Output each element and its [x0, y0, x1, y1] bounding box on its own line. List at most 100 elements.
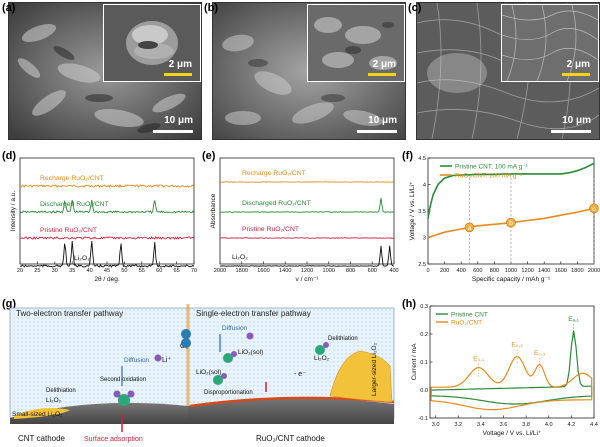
left-pathway-title: Two-electron transfer pathway — [16, 309, 123, 318]
marker-circle — [506, 217, 516, 228]
y-tick-label: 0.3 — [420, 304, 428, 310]
ftir-series-line — [219, 197, 394, 213]
x-axis-label: 2θ / deg. — [94, 276, 119, 283]
x-tick-label: 35 — [69, 268, 75, 274]
inset-scale-label-a: 2 μm — [168, 59, 192, 70]
xrd-series-line — [19, 240, 195, 268]
series-label: Discharged RuO₂/CNT — [242, 200, 311, 207]
larger-sized-label: Larger-sized Li₂O₂ — [371, 342, 378, 396]
schematic-g: Two-electron transfer pathway Single-ele… — [9, 304, 395, 443]
ftir-series-line — [219, 245, 395, 267]
panel-label-b: (b) — [204, 2, 219, 14]
second-oxidation: Second oxidation — [100, 377, 146, 383]
y-axis-label: Intensity / a.u. — [10, 191, 17, 232]
lio2-molecule-icon — [223, 351, 237, 363]
chart-f: 0 200 400 600 800 1000 1200 1400 1600 1800 2000 Spe… — [409, 156, 600, 283]
cv-curve-ruo2 — [430, 355, 593, 411]
x-tick-label: 25 — [34, 268, 40, 274]
li2o2-right-label: Li₂O₂ — [314, 355, 330, 362]
x-tick-label: 50 — [121, 268, 127, 274]
small-sized-label: Small-sized Li₂O₂ — [12, 411, 63, 418]
series-label: Pristine RuO₂/CNT — [242, 226, 299, 233]
x-tick-label: 0 — [426, 268, 429, 274]
y-axis-label: Voltage / V vs. Li/Li⁺ — [409, 182, 416, 241]
inset-scale-bar-c — [562, 73, 590, 76]
li2o2-left-label: Li₂O₂ — [46, 397, 62, 404]
discharge-curve — [427, 162, 595, 220]
x-tick-label: 3.4 — [477, 422, 485, 428]
e-minus-label: - e⁻ — [294, 371, 306, 378]
main-scale-bar-c — [551, 130, 591, 133]
peak-annotation: E₀,₂ — [511, 341, 523, 348]
li-ion-icon — [154, 354, 162, 362]
x-tick-label: 4.0 — [545, 422, 553, 428]
ruo2-cathode-surface — [188, 397, 394, 424]
discharge-curve — [427, 207, 595, 239]
sem-image-c: 2 μm 10 μm — [416, 2, 600, 140]
x-tick-label: 65 — [173, 268, 179, 274]
x-tick-label: 60 — [156, 268, 162, 274]
ruo2-cathode-label: RuO₂/CNT cathode — [256, 434, 325, 443]
x-tick-label: 2000 — [214, 268, 226, 274]
chart-d: 20 25 30 35 40 45 50 55 60 65 70 2θ / deg. Intensity… — [10, 157, 197, 283]
x-tick-label: 4.2 — [567, 422, 575, 428]
lio2-sol-2: LiO₂(sol) — [196, 369, 221, 376]
x-tick-label: 3.8 — [522, 422, 530, 428]
chart-h: 3.0 3.2 3.4 3.6 3.8 4.0 4.2 4.4 Voltage / V vs. … — [411, 304, 598, 437]
x-tick-label: 1000 — [323, 268, 335, 274]
y-axis-label: Current / mA — [411, 343, 418, 381]
small-li2o2-deposit — [14, 408, 70, 419]
plot-frame — [19, 157, 195, 265]
ftir-series-line — [219, 237, 395, 239]
panel-label-f: (f) — [402, 150, 413, 162]
x-tick-label: 30 — [52, 268, 58, 274]
series-label: Pristine RuO₂/CNT — [40, 227, 97, 234]
x-tick-label: 400 — [457, 268, 466, 274]
panel-label-a: (a) — [2, 2, 16, 14]
x-tick-label: 55 — [139, 268, 145, 274]
panel-label-h: (h) — [402, 298, 417, 310]
main-scale-label-a: 10 μm — [164, 115, 193, 126]
sem-inset-a: 2 μm — [103, 4, 201, 82]
x-tick-label: 600 — [473, 268, 482, 274]
sem-image-b: 2 μm 10 μm — [212, 2, 406, 140]
x-tick-label: 1400 — [279, 268, 291, 274]
x-tick-label: 1800 — [236, 268, 248, 274]
inset-scale-bar-b — [368, 73, 396, 76]
y-tick-label: 4.5 — [418, 156, 426, 162]
marker-label: a — [468, 225, 472, 232]
chart-e: 2000 1800 1600 1400 1200 1000 800 600 400 ν / cm⁻… — [210, 157, 399, 283]
delithiation-left: Delithiation — [46, 388, 76, 394]
x-tick-label: 1200 — [521, 268, 533, 274]
inset-scale-bar-a — [164, 73, 192, 76]
o2-molecule-icon — [181, 329, 191, 348]
x-tick-label: 1200 — [301, 268, 313, 274]
inset-scale-label-b: 2 μm — [372, 59, 396, 70]
panel-label-g: (g) — [2, 298, 17, 310]
y-tick-label: 2.5 — [418, 262, 426, 268]
lio2-molecule-icon-2 — [213, 373, 227, 385]
marker-label: b — [509, 220, 513, 227]
x-tick-label: 4.4 — [590, 422, 598, 428]
x-tick-label: 800 — [490, 268, 499, 274]
main-scale-label-b: 10 μm — [368, 115, 397, 126]
lio2-sol-1: LiO₂(sol) — [238, 349, 263, 356]
panel-label-c: (c) — [408, 2, 422, 14]
x-tick-label: 1800 — [571, 268, 583, 274]
x-tick-label: 1600 — [257, 268, 269, 274]
marker-circle — [589, 203, 599, 214]
li-plus-label: Li⁺ — [162, 356, 171, 364]
y-axis-label: Absorbance — [210, 193, 217, 228]
x-tick-label: 2000 — [588, 268, 600, 274]
cnt-cathode-surface — [10, 402, 188, 424]
x-tick-label: 1400 — [538, 268, 550, 274]
legend-label: Pristine CNT, 100 mA g⁻¹ — [455, 164, 529, 171]
sem-image-a: 2 μm 10 μm — [8, 2, 202, 140]
sem-inset-b: 2 μm — [307, 4, 405, 82]
delithiation-right: Delithiation — [328, 336, 358, 342]
legend-label: Pristine CNT — [451, 312, 488, 319]
marker-label: c — [592, 206, 596, 213]
series-label: Li₂O₂ — [232, 254, 248, 261]
li2o2-molecule-icon — [113, 390, 135, 406]
diffusion-right: Diffusion — [222, 325, 248, 332]
